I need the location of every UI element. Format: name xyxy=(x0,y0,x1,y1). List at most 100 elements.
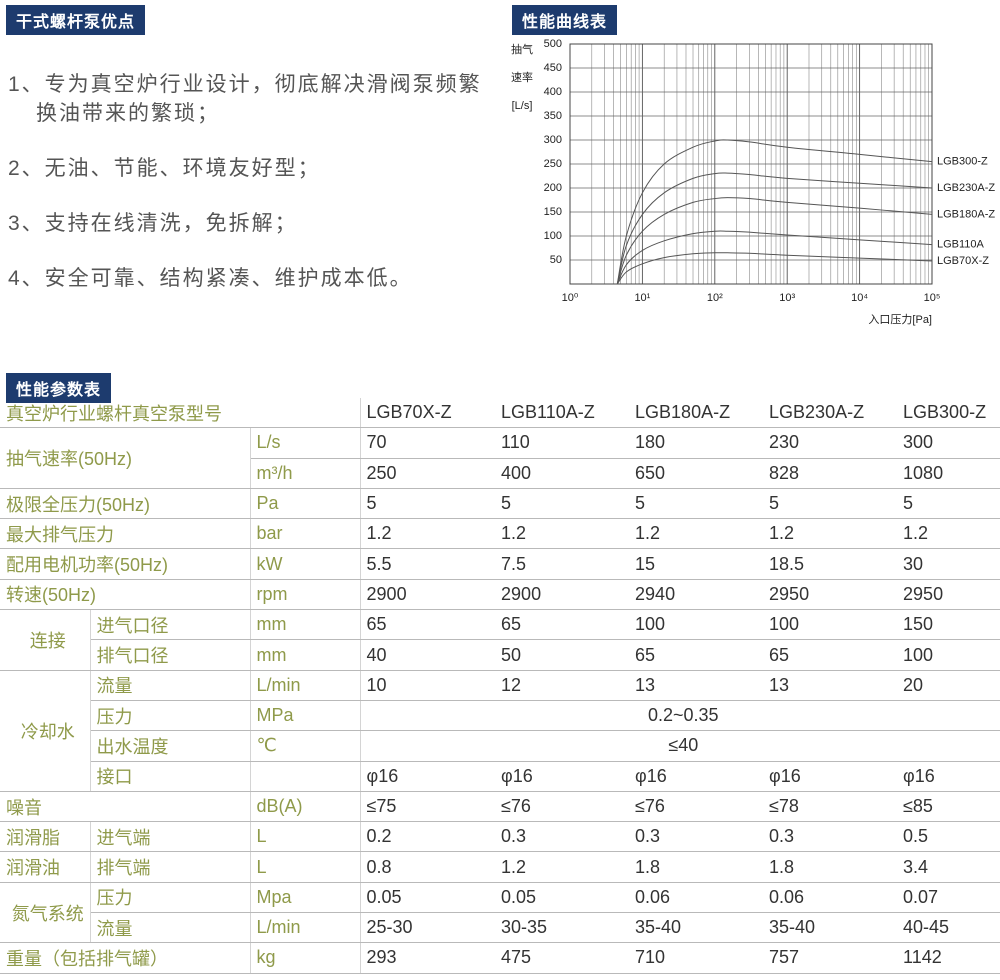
table-cell: ≤76 xyxy=(495,791,630,823)
y-tick-label: 200 xyxy=(544,182,562,194)
table-cell: 0.05 xyxy=(360,882,496,914)
series-line xyxy=(616,139,933,285)
table-cell: 流量 xyxy=(90,912,251,944)
table-cell: 排气口径 xyxy=(90,639,251,671)
table-cell: 5 xyxy=(495,488,630,520)
table-cell: 13 xyxy=(629,670,764,701)
table-cell: 0.05 xyxy=(495,882,630,914)
table-cell: 50 xyxy=(495,639,630,671)
table-cell: 转速(50Hz) xyxy=(0,579,251,611)
table-cell: 65 xyxy=(629,639,764,671)
table-cell: 100 xyxy=(629,609,764,641)
table-cell: 230 xyxy=(763,427,898,459)
table-row: 排气口径 mm 40 50 65 65 100 xyxy=(0,639,1000,671)
table-cell: 7.5 xyxy=(495,548,630,580)
table-row: 最大排气压力 bar 1.2 1.2 1.2 1.2 1.2 xyxy=(0,518,1000,550)
table-cell: 排气端 xyxy=(90,851,251,883)
table-cell: φ16 xyxy=(629,761,764,792)
x-tick-label: 10¹ xyxy=(634,292,650,304)
table-cell: 180 xyxy=(629,427,764,459)
table-cell: L/s xyxy=(250,427,361,459)
x-tick-label: 10³ xyxy=(779,292,795,304)
table-cell: mm xyxy=(250,639,361,671)
table-row: 润滑脂 进气端 L 0.2 0.3 0.3 0.3 0.5 xyxy=(0,821,1000,853)
y-axis-label: 速率 xyxy=(511,70,533,84)
table-cell: 65 xyxy=(763,639,898,671)
table-cell: 抽气速率(50Hz) xyxy=(0,427,251,489)
table-cell: 100 xyxy=(763,609,898,641)
series-label: LGB110A xyxy=(937,239,985,251)
table-cell: 连接 xyxy=(0,609,91,671)
table-cell: 1.2 xyxy=(495,851,630,883)
table-cell: 1.8 xyxy=(763,851,898,883)
table-cell: 10 xyxy=(360,670,496,701)
table-cell: φ16 xyxy=(360,761,496,792)
table-cell: 出水温度 xyxy=(90,730,251,762)
y-tick-label: 250 xyxy=(544,158,562,170)
series-line xyxy=(616,252,933,285)
table-cell: 30 xyxy=(897,548,1000,580)
table-cell: 650 xyxy=(629,458,764,489)
table-cell: 828 xyxy=(763,458,898,489)
series-line xyxy=(616,197,933,285)
table-cell: 25-30 xyxy=(360,912,496,944)
y-tick-label: 500 xyxy=(544,38,562,50)
table-cell: LGB230A-Z xyxy=(763,398,898,429)
table-cell: MPa xyxy=(250,700,361,732)
table-cell: 1.2 xyxy=(763,518,898,550)
table-cell: 流量 xyxy=(90,670,251,701)
table-cell: 65 xyxy=(495,609,630,641)
table-cell: ≤75 xyxy=(360,791,496,823)
table-cell: 润滑脂 xyxy=(0,821,91,853)
table-cell: 2900 xyxy=(360,579,496,611)
table-cell: dB(A) xyxy=(250,791,361,823)
table-row: 配用电机功率(50Hz) kW 5.5 7.5 15 18.5 30 xyxy=(0,548,1000,580)
table-cell: 1.2 xyxy=(629,518,764,550)
chart-title: 性能曲线表 xyxy=(512,5,618,35)
table-cell: 0.07 xyxy=(897,882,1000,914)
table-cell: 3.4 xyxy=(897,851,1000,883)
y-tick-label: 450 xyxy=(544,62,562,74)
table-cell: 0.3 xyxy=(763,821,898,853)
table-cell: 300 xyxy=(897,427,1000,459)
table-cell: ≤78 xyxy=(763,791,898,823)
table-cell: 293 xyxy=(360,942,496,974)
table-cell: 1.2 xyxy=(495,518,630,550)
table-cell: 0.2 xyxy=(360,821,496,853)
advantage-item: 1、专为真空炉行业设计，彻底解决滑阀泵频繁换油带来的繁琐； xyxy=(8,73,482,125)
x-tick-label: 10² xyxy=(707,292,723,304)
table-cell: 冷却水 xyxy=(0,670,91,792)
table-cell: 压力 xyxy=(90,700,251,732)
series-label: LGB230A-Z xyxy=(937,182,995,194)
advantage-item: 3、支持在线清洗，免拆解； xyxy=(8,212,298,235)
table-cell: 0.3 xyxy=(495,821,630,853)
table-cell: L xyxy=(250,821,361,853)
table-cell: LGB180A-Z xyxy=(629,398,764,429)
table-cell: 5 xyxy=(897,488,1000,520)
plot-frame xyxy=(569,43,933,285)
table-row: m³/h 250 400 650 828 1080 xyxy=(0,458,1000,489)
x-tick-label: 10⁴ xyxy=(851,292,868,304)
table-cell: 710 xyxy=(629,942,764,974)
table-cell: 压力 xyxy=(90,882,251,914)
y-tick-label: 400 xyxy=(544,86,562,98)
y-axis-label: 抽气 xyxy=(511,42,533,56)
chart: 10⁰ 10¹ 10² 10³ 10⁴ 10⁵ 50 100 150 200 250 300 350 40… xyxy=(511,38,995,326)
table-cell: 40-45 xyxy=(897,912,1000,944)
table-cell: 5 xyxy=(360,488,496,520)
table-cell: 润滑油 xyxy=(0,851,91,883)
table-cell: LGB300-Z xyxy=(897,398,1000,429)
table-cell: 真空炉行业螺杆真空泵型号 xyxy=(0,398,361,429)
table-row: 连接 进气口径 mm 65 65 100 100 150 xyxy=(0,609,1000,671)
y-tick-label: 50 xyxy=(550,254,562,266)
table-cell: 氮气系统 xyxy=(0,882,91,944)
y-tick-label: 150 xyxy=(544,206,562,218)
series-label: LGB180A-Z xyxy=(937,208,995,220)
table-cell: 250 xyxy=(360,458,496,489)
table-cell: 5 xyxy=(629,488,764,520)
table-cell: ≤85 xyxy=(897,791,1000,823)
table-cell: 极限全压力(50Hz) xyxy=(0,488,251,520)
advantage-item: 4、安全可靠、结构紧凑、维护成本低。 xyxy=(8,267,413,290)
table-cell: 1.2 xyxy=(897,518,1000,550)
